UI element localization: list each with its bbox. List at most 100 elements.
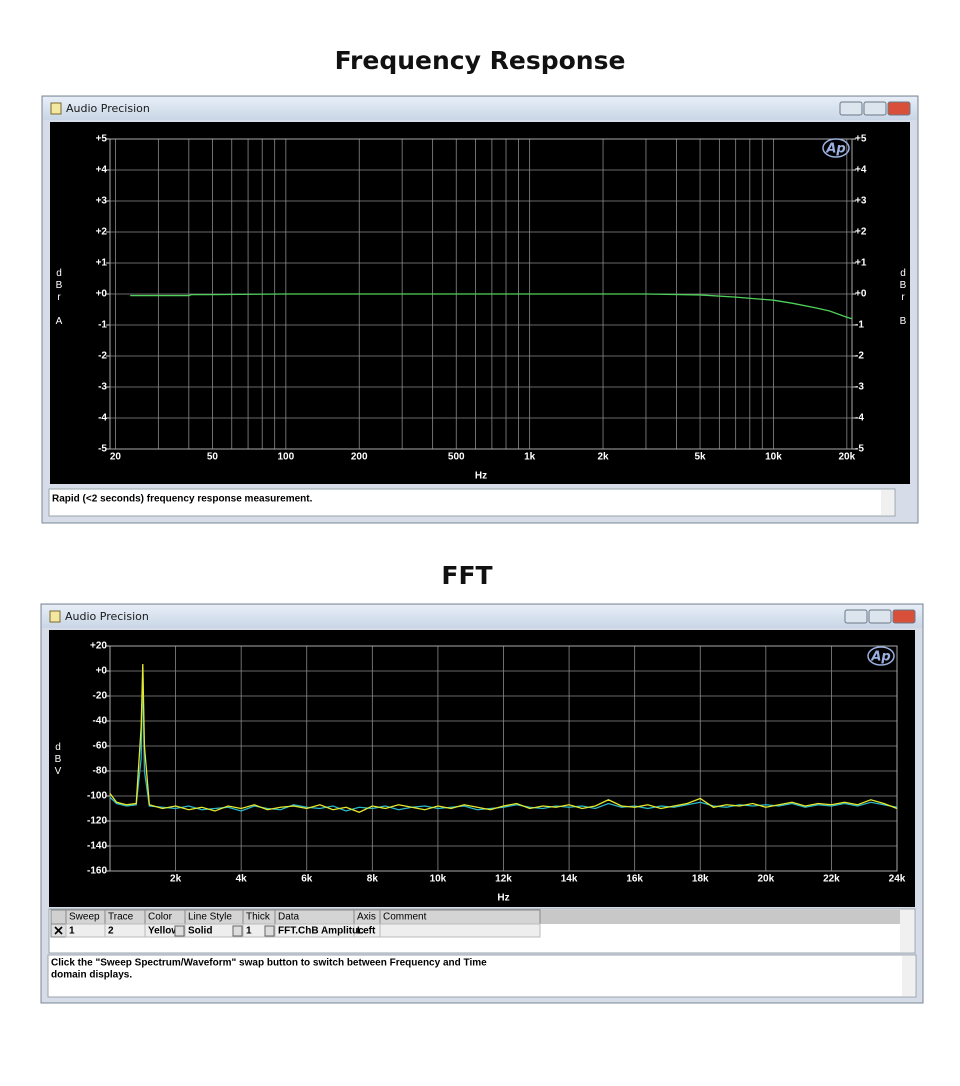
table-header-fill	[540, 910, 900, 924]
y2-tick-label: +4	[855, 165, 867, 176]
plot-background	[50, 122, 910, 484]
y-tick-label: -5	[98, 444, 107, 455]
x-tick-label: 12k	[495, 874, 512, 885]
x-tick-label: 4k	[236, 874, 248, 885]
close-button[interactable]	[892, 609, 916, 624]
x-tick-label: 20k	[838, 452, 855, 463]
column-header-text: Comment	[383, 912, 427, 923]
plot-background	[49, 630, 915, 907]
y2-tick-label: -2	[855, 351, 864, 362]
logo-ring	[867, 646, 895, 666]
table-scrollbar[interactable]	[900, 910, 914, 952]
table-cell-text: 1	[246, 926, 252, 937]
y2-tick-label: -4	[855, 413, 864, 424]
maximize-button[interactable]	[863, 101, 887, 116]
x-tick-label: 10k	[430, 874, 447, 885]
y2-tick-label: -3	[855, 382, 864, 393]
column-header-text: Axis	[357, 912, 376, 923]
table-corner	[50, 909, 67, 925]
y-tick-label: -120	[87, 816, 107, 827]
y-tick-label: -100	[87, 791, 107, 802]
x-tick-label: 18k	[692, 874, 709, 885]
dropdown-button[interactable]	[174, 925, 185, 937]
table-cell[interactable]	[379, 923, 541, 938]
window-title: Audio Precision	[65, 610, 149, 623]
heading: FFT	[441, 561, 492, 590]
y-tick-label: +2	[96, 227, 108, 238]
y-tick-label: +20	[90, 641, 107, 652]
table-cell-text: Solid	[188, 926, 212, 937]
logo: Ap	[870, 650, 890, 665]
plot-frame	[109, 645, 898, 872]
y-tick-label: -80	[93, 766, 108, 777]
y-tick-label: +1	[96, 258, 108, 269]
maximize-button[interactable]	[868, 609, 892, 624]
y2-tick-label: +3	[855, 196, 867, 207]
x-tick-label: 1k	[524, 452, 536, 463]
title-bar	[42, 605, 922, 628]
y-tick-label: +0	[96, 666, 108, 677]
y-tick-label: +0	[96, 289, 108, 300]
table-cell-text: 1	[69, 926, 75, 937]
scrollbar[interactable]	[902, 956, 915, 996]
dropdown-button[interactable]	[264, 925, 275, 937]
x-tick-label: 22k	[823, 874, 840, 885]
title-bar	[43, 97, 917, 120]
x-tick-label: 2k	[170, 874, 182, 885]
app-icon	[49, 610, 61, 623]
y-tick-label: -140	[87, 841, 107, 852]
table-cell-text: 2	[108, 926, 114, 937]
table-cell-text: Yellow	[148, 926, 179, 937]
x-tick-label: 14k	[561, 874, 578, 885]
x-tick-label: 16k	[626, 874, 643, 885]
heading: Frequency Response	[335, 46, 626, 75]
y-tick-label: +4	[96, 165, 108, 176]
minimize-button[interactable]	[839, 101, 863, 116]
x-tick-label: 6k	[301, 874, 313, 885]
y2-tick-label: +0	[855, 289, 867, 300]
status-text: Click the "Sweep Spectrum/Waveform" swap…	[51, 958, 487, 969]
x-tick-label: 200	[351, 452, 368, 463]
x-axis-label: Hz	[475, 471, 487, 482]
y2-tick-label: -5	[855, 444, 864, 455]
y-tick-label: +3	[96, 196, 108, 207]
y-tick-label: -160	[87, 866, 107, 877]
y-tick-label: -40	[93, 716, 108, 727]
x-tick-label: 500	[448, 452, 465, 463]
close-button[interactable]	[887, 101, 911, 116]
column-header-text: Color	[148, 912, 173, 923]
logo: Ap	[825, 142, 845, 157]
y-tick-label: -2	[98, 351, 107, 362]
column-header-text: Trace	[108, 912, 134, 923]
y-tick-label: -20	[93, 691, 108, 702]
y2-tick-label: +5	[855, 134, 867, 145]
x-tick-label: 8k	[367, 874, 379, 885]
y2-axis-label: dBr B	[898, 268, 909, 328]
dropdown-button[interactable]	[232, 925, 243, 937]
status-box	[48, 488, 896, 517]
column-header-text: Data	[278, 912, 300, 923]
x-axis-label: Hz	[497, 893, 509, 904]
y2-tick-label: +2	[855, 227, 867, 238]
column-header-text: Line Style	[188, 912, 232, 923]
x-tick-label: 10k	[765, 452, 782, 463]
table-cell-text: Left	[357, 926, 376, 937]
logo-ring	[822, 138, 850, 158]
y-tick-label: -1	[98, 320, 107, 331]
series-line	[130, 293, 853, 320]
x-tick-label: 24k	[889, 874, 906, 885]
checkbox-x	[54, 926, 63, 935]
status-box	[47, 954, 917, 998]
y2-tick-label: -1	[855, 320, 864, 331]
minimize-button[interactable]	[844, 609, 868, 624]
x-tick-label: 2k	[597, 452, 609, 463]
app-icon	[50, 102, 62, 115]
x-tick-label: 20k	[757, 874, 774, 885]
table-cell-text: FFT.ChB Amplituc	[278, 926, 364, 937]
column-header-text: Thick	[246, 912, 271, 923]
x-tick-label: 50	[207, 452, 219, 463]
y2-tick-label: +1	[855, 258, 867, 269]
status-text: domain displays.	[51, 970, 132, 981]
scrollbar[interactable]	[881, 490, 894, 515]
